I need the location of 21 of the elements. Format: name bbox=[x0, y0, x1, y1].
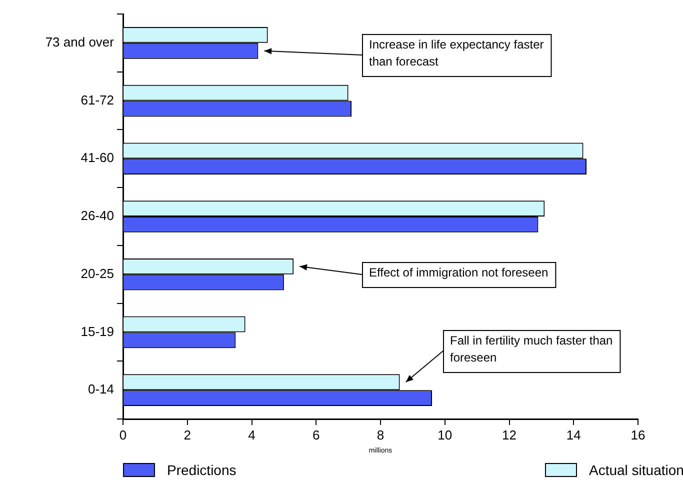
x-tick-label: 16 bbox=[630, 427, 646, 442]
annotation: Fall in fertility much faster than foreseen bbox=[450, 333, 613, 364]
y-tick-label: 20-25 bbox=[80, 266, 114, 281]
annotation: Effect of immigration not foreseen bbox=[369, 265, 548, 280]
x-tick-label: 12 bbox=[502, 427, 516, 442]
legend-label: Actual situation bbox=[589, 462, 683, 478]
x-tick-label: 6 bbox=[312, 427, 320, 442]
y-tick-label: 73 and over bbox=[45, 34, 115, 50]
x-tick-label: 10 bbox=[438, 427, 452, 442]
x-tick-label: 4 bbox=[248, 427, 256, 442]
x-tick-label: 14 bbox=[566, 427, 581, 442]
y-tick-label: 15-19 bbox=[80, 324, 114, 339]
x-tick-label: 8 bbox=[376, 427, 384, 442]
legend-label: Predictions bbox=[167, 462, 236, 478]
y-tick-label: 61-72 bbox=[80, 92, 114, 108]
x-tick-label: 2 bbox=[184, 427, 191, 442]
annotation: Increase in life expectancy faster than forecast bbox=[369, 37, 544, 68]
x-tick-label: 0 bbox=[119, 427, 127, 442]
y-tick-label: 26-40 bbox=[80, 208, 114, 224]
y-tick-label: 0-14 bbox=[88, 382, 114, 397]
y-tick-label: 41-60 bbox=[80, 150, 114, 166]
